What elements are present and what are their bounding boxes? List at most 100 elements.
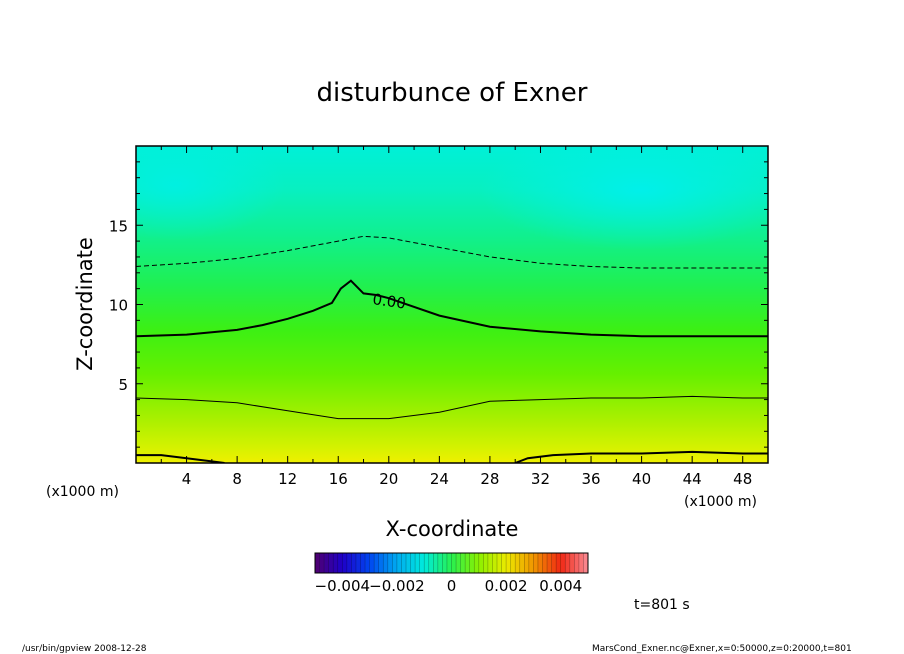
y-tick-label: 5 <box>118 376 128 394</box>
x-tick-label: 40 <box>632 470 651 488</box>
x-tick-label: 36 <box>581 470 600 488</box>
colorbar-cell <box>324 553 329 573</box>
colorbar-cell <box>510 553 516 573</box>
chart-title: disturbunce of Exner <box>317 78 588 108</box>
colorbar-cell <box>547 553 552 573</box>
colorbar-cell <box>378 553 384 573</box>
colorbar-cell <box>556 553 561 573</box>
colorbar-cell <box>342 553 348 573</box>
x-tick-label: 8 <box>232 470 242 488</box>
colorbar-cell <box>374 553 379 573</box>
colorbar-cell <box>415 553 420 573</box>
footer-right: MarsCond_Exner.nc@Exner,x=0:50000,z=0:20… <box>592 644 852 654</box>
colorbar-cell <box>515 553 521 573</box>
colorbar-cell <box>410 553 416 573</box>
colorbar-cell <box>383 553 389 573</box>
colorbar-cell <box>406 553 411 573</box>
colorbar-tick-label: 0.004 <box>539 577 582 595</box>
colorbar-cell <box>497 553 502 573</box>
colorbar-frame <box>314 552 589 574</box>
colorbar-cell <box>424 553 430 573</box>
colorbar-cell <box>387 553 393 573</box>
colorbar-cell <box>392 553 398 573</box>
colorbar-cell <box>583 553 589 573</box>
x-unit-label: (x1000 m) <box>684 494 757 510</box>
colorbar-cell <box>351 553 357 573</box>
colorbar-cells <box>314 553 589 573</box>
contour-line-5 <box>514 450 768 463</box>
colorbar-cell <box>478 553 484 573</box>
colorbar-cell <box>487 553 493 573</box>
colorbar-cell <box>506 553 511 573</box>
colorbar-cell <box>569 553 575 573</box>
colorbar-cell <box>396 553 402 573</box>
colorbar-cell <box>574 553 580 573</box>
colorbar-cell <box>333 553 339 573</box>
colorbar-cell <box>465 553 470 573</box>
y-tick-label: 10 <box>109 297 128 315</box>
colorbar-cell <box>365 553 370 573</box>
colorbar-cell <box>492 553 498 573</box>
colorbar-cell <box>456 553 461 573</box>
colorbar-cell <box>446 553 452 573</box>
colorbar-cell <box>451 553 457 573</box>
colorbar-cell <box>501 553 507 573</box>
y-tick-label: 15 <box>109 217 128 235</box>
field-blob-right <box>480 146 768 250</box>
y-unit-label: (x1000 m) <box>46 484 119 500</box>
colorbar-cell <box>433 553 439 573</box>
contour-line-1 <box>136 235 768 269</box>
colorbar-cell <box>419 553 425 573</box>
plot-area: 0.00 <box>135 145 769 464</box>
colorbar-cell <box>337 553 343 573</box>
colorbar-tick-label: 0.002 <box>485 577 528 595</box>
colorbar-cell <box>560 553 566 573</box>
x-tick-label: 32 <box>531 470 550 488</box>
colorbar-cell <box>528 553 534 573</box>
contour-lines <box>136 235 768 463</box>
colorbar-cell <box>542 553 548 573</box>
colorbar-cell <box>437 553 443 573</box>
colorbar-cell <box>401 553 407 573</box>
colorbar-tick-labels: −0.004 −0.002 0 0.002 0.004 <box>315 577 583 595</box>
colorbar-cell <box>328 553 334 573</box>
colorbar-cell <box>460 553 466 573</box>
colorbar-cell <box>355 553 361 573</box>
field-blob-left <box>136 146 285 240</box>
axis-ticks <box>136 146 768 463</box>
y-axis-tick-labels: 5 10 15 <box>109 217 128 394</box>
colorbar-cell <box>519 553 525 573</box>
colorbar-cell <box>428 553 434 573</box>
x-tick-label: 28 <box>480 470 499 488</box>
colorbar-cell <box>565 553 571 573</box>
colorbar-cell <box>474 553 480 573</box>
footer-left: /usr/bin/gpview 2008-12-28 <box>22 644 147 654</box>
colorbar-cell <box>369 553 375 573</box>
x-tick-label: 48 <box>733 470 752 488</box>
y-axis-label: Z-coordinate <box>73 237 97 371</box>
colorbar-tick-label: 0 <box>447 577 457 595</box>
colorbar-cell <box>319 553 325 573</box>
colorbar-cell <box>524 553 530 573</box>
colorbar-cell <box>537 553 543 573</box>
x-tick-label: 20 <box>379 470 398 488</box>
colorbar-cell <box>469 553 475 573</box>
x-tick-label: 24 <box>430 470 449 488</box>
time-label: t=801 s <box>634 597 690 613</box>
colorbar-cell <box>483 553 489 573</box>
colorbar-tick-label: −0.004 <box>315 577 371 595</box>
colorbar-cell <box>346 553 352 573</box>
colorbar-cell <box>360 553 366 573</box>
contour-line-3 <box>136 395 768 420</box>
contour-label: 0.00 <box>371 290 407 312</box>
colorbar-cell <box>533 553 539 573</box>
x-tick-label: 4 <box>182 470 192 488</box>
x-tick-label: 12 <box>278 470 297 488</box>
colorbar-cell <box>551 553 557 573</box>
x-tick-label: 44 <box>683 470 702 488</box>
x-axis-tick-labels: 4 8 12 16 20 24 28 32 36 40 44 48 <box>182 470 752 488</box>
colorbar-tick-label: −0.002 <box>369 577 425 595</box>
x-tick-label: 16 <box>329 470 348 488</box>
contour-line-2 <box>136 279 768 338</box>
